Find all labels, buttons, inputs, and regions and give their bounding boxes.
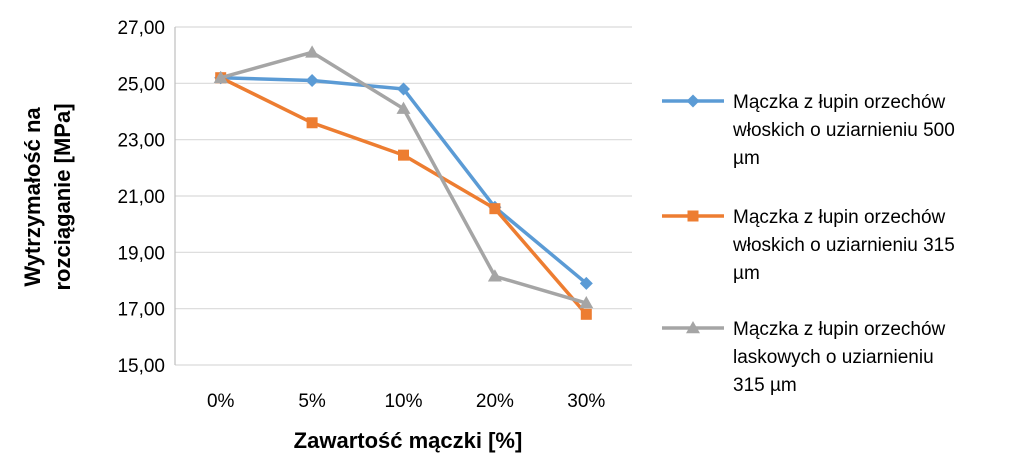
legend-marker [686, 94, 700, 108]
x-tick-label: 0% [207, 391, 235, 412]
legend-entry-1: Mączka z łupin orzechów włoskich o uziarn… [662, 92, 955, 169]
data-point [305, 74, 319, 88]
legend-label: µm [733, 263, 760, 284]
data-point [398, 149, 409, 161]
y-axis-ticks: 15,00 17,00 19,00 21,00 23,00 25,00 27,00 [117, 18, 165, 377]
data-point [306, 117, 318, 129]
data-point [397, 82, 410, 96]
x-tick-label: 5% [298, 391, 326, 412]
y-tick-label: 15,00 [117, 356, 165, 377]
data-point [213, 70, 228, 83]
data-point [305, 45, 320, 58]
data-point [487, 269, 502, 282]
data-point [489, 203, 501, 215]
series-layer [213, 45, 594, 320]
legend-marker [686, 321, 700, 334]
y-tick-label: 21,00 [117, 187, 165, 208]
x-tick-label: 20% [476, 391, 514, 412]
data-point [579, 296, 594, 309]
legend-marker [687, 210, 699, 222]
x-tick-label: 30% [567, 391, 605, 412]
y-tick-label: 25,00 [117, 74, 165, 95]
legend-label: Mączka z łupin orzechów [733, 92, 946, 113]
x-axis-title: Zawartość mączki [%] [294, 428, 523, 453]
legend-label: włoskich o uziarnieniu 315 [732, 235, 955, 256]
y-tick-label: 17,00 [117, 300, 165, 321]
x-axis-ticks: 0% 5% 10% 20% 30% [207, 391, 605, 412]
series-3 [213, 45, 594, 309]
y-axis-title-line-1: Wytrzymałość na [20, 107, 45, 287]
y-tick-label: 23,00 [117, 131, 165, 152]
y-tick-label: 19,00 [117, 243, 165, 264]
legend: Mączka z łupin orzechów włoskich o uziarn… [662, 92, 955, 396]
legend-entry-3: Mączka z łupin orzechów laskowych o uziar… [662, 319, 946, 396]
y-tick-label: 27,00 [117, 18, 165, 39]
legend-label: 315 µm [733, 375, 797, 396]
y-axis-title-line-2: rozciąganie [MPa] [50, 103, 75, 290]
data-point [396, 101, 411, 114]
y-axis-title: Wytrzymałość na rozciąganie [MPa] [20, 103, 75, 290]
x-tick-label: 10% [384, 391, 422, 412]
data-point [579, 276, 593, 290]
legend-label: Mączka z łupin orzechów [733, 207, 946, 228]
legend-entry-2: Mączka z łupin orzechów włoskich o uziarn… [662, 207, 955, 284]
data-point [580, 308, 592, 320]
legend-label: włoskich o uziarnieniu 500 [732, 120, 955, 141]
legend-label: Mączka z łupin orzechów [733, 319, 946, 340]
legend-label: laskowych o uziarnieniu [733, 347, 934, 368]
legend-label: µm [733, 148, 760, 169]
